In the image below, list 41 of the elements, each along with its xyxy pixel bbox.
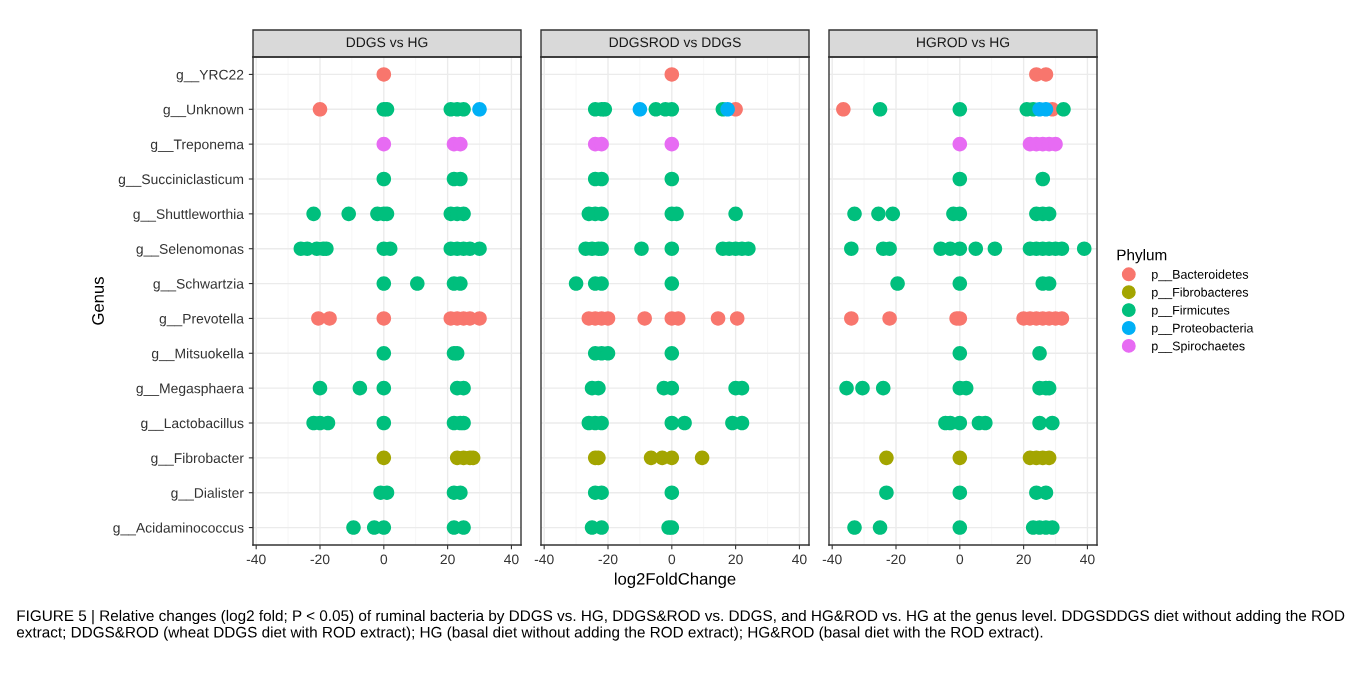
legend-label: p__Firmicutes bbox=[1152, 305, 1230, 318]
x-tick-label: 20 bbox=[440, 554, 455, 565]
chart-title: DDGS vs HG bbox=[346, 37, 428, 48]
x-tick-label: -40 bbox=[246, 554, 266, 565]
chart-title: DDGSROD vs DDGS bbox=[609, 37, 741, 48]
x-tick-label: -40 bbox=[822, 554, 842, 565]
x-tick-label: 20 bbox=[1016, 554, 1031, 565]
legend-label: p__Spirochaetes bbox=[1152, 341, 1245, 353]
x-tick-label: 0 bbox=[380, 554, 388, 565]
y-tick-label: g__Prevotella bbox=[159, 313, 244, 327]
y-tick-label: g__Schwartzia bbox=[153, 278, 244, 292]
chart-title: HGROD vs HG bbox=[917, 37, 1010, 48]
x-tick-label: 0 bbox=[956, 554, 964, 565]
y-tick-label: g__Selenomonas bbox=[136, 243, 244, 257]
x-tick-label: 40 bbox=[504, 554, 519, 565]
x-tick-label: 0 bbox=[668, 554, 676, 565]
caption: FIGURE 5 | Relative changes (log2 fold; P < 0.05) of ruminal bacteria by DDGS vs. HG, DDGS&ROD vs. DDGS, and HG&ROD vs. HG at the genus level. DDGSDDGS diet without adding the ROD extract; DDGS&ROD (wheat DDGS diet with ROD extract); HG (basal diet without adding the ROD extract); HG&ROD (basal diet with the ROD extract). bbox=[16, 609, 1345, 641]
y-tick-label: g__Shuttleworthia bbox=[133, 208, 244, 222]
y-tick-label: g__Treponema bbox=[150, 139, 244, 153]
x-axis-title: log2FoldChange bbox=[614, 572, 736, 589]
y-tick-label: g__Dialister bbox=[171, 487, 244, 501]
y-tick-label: g__Fibrobacter bbox=[151, 452, 244, 466]
y-tick-label: g__Mitsuokella bbox=[151, 348, 244, 362]
y-axis-title: Genus bbox=[92, 277, 104, 325]
x-tick-label: 20 bbox=[728, 554, 743, 565]
y-tick-label: g__Acidaminococcus bbox=[113, 522, 244, 536]
x-tick-label: 40 bbox=[1080, 554, 1095, 565]
legend-label: p__Proteobacteria bbox=[1152, 323, 1254, 335]
legend-title: Phylum bbox=[1117, 249, 1167, 264]
legend-label: p__Bacteroidetes bbox=[1152, 269, 1249, 282]
x-tick-label: 40 bbox=[792, 554, 807, 565]
x-tick-label: -20 bbox=[310, 554, 330, 565]
legend-label: p__Fibrobacteres bbox=[1152, 287, 1249, 300]
y-tick-label: g__YRC22 bbox=[176, 69, 244, 83]
y-tick-label: g__Megasphaera bbox=[136, 383, 244, 397]
y-tick-label: g__Unknown bbox=[163, 104, 244, 118]
x-tick-label: -20 bbox=[598, 554, 618, 565]
x-tick-label: -40 bbox=[534, 554, 554, 565]
x-tick-label: -20 bbox=[886, 554, 906, 565]
y-tick-label: g__Lactobacillus bbox=[141, 417, 244, 431]
y-tick-label: g__Succiniclasticum bbox=[118, 173, 244, 187]
